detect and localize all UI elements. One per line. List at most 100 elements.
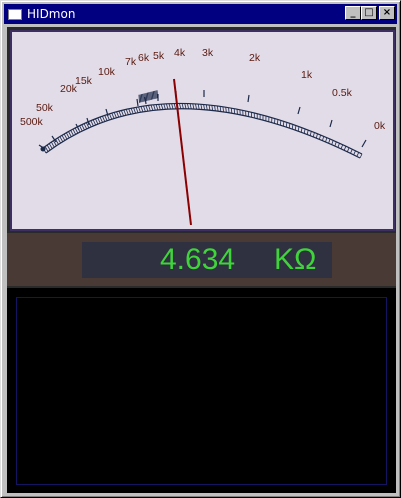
- scale-minor-tick: [125, 109, 129, 115]
- scale-minor-tick: [356, 152, 360, 157]
- scale-dense-tick: [142, 93, 144, 102]
- scale-minor-tick: [48, 143, 53, 149]
- scale-minor-tick: [61, 135, 66, 141]
- scale-minor-tick: [300, 127, 303, 133]
- minimize-button[interactable]: _: [345, 6, 361, 20]
- scale-minor-tick: [113, 112, 117, 118]
- scale-dense-tick: [139, 94, 142, 103]
- scale-minor-tick: [44, 146, 49, 152]
- scale-minor-tick: [343, 146, 347, 151]
- scale-minor-tick: [331, 140, 334, 145]
- scale-minor-tick: [171, 103, 174, 109]
- minimize-icon: _: [350, 7, 356, 18]
- scale-dense-tick: [156, 90, 158, 99]
- scale-minor-tick: [359, 153, 363, 159]
- scale-minor-tick: [74, 127, 79, 134]
- scale-minor-tick: [294, 125, 297, 131]
- scale-minor-tick: [104, 115, 108, 121]
- scale-label: 3k: [202, 47, 214, 59]
- scale-minor-tick: [102, 116, 106, 122]
- scale-dense-tick: [145, 92, 148, 101]
- scale-label: 2k: [249, 52, 261, 64]
- scale-major-tick: [329, 119, 333, 128]
- scale-minor-tick: [140, 106, 144, 112]
- meter-needle: [173, 78, 192, 225]
- scale-minor-tick: [59, 136, 64, 142]
- title-bar[interactable]: HIDmon _ □ ×: [4, 4, 397, 24]
- scale-minor-tick: [133, 107, 136, 114]
- scale-label: 6k: [138, 52, 150, 64]
- scale-end-marker: [40, 146, 46, 152]
- scale-minor-tick: [353, 150, 356, 156]
- scale-minor-tick: [216, 105, 219, 112]
- scale-label: 10k: [98, 66, 116, 78]
- scale-minor-tick: [328, 138, 331, 144]
- scale-minor-tick: [228, 107, 230, 113]
- scale-minor-tick: [85, 122, 90, 129]
- scale-major-tick: [136, 98, 139, 107]
- analog-meter: 500k 50k 20k 15k 10k 7k 6k 5k 4k 3k 2k 1k 0.5k 0k: [10, 30, 395, 231]
- scale-dense-tick: [151, 91, 154, 100]
- scale-dense-tick: [143, 93, 145, 102]
- readout-value: 4.634: [160, 243, 236, 276]
- scale-minor-tick: [92, 119, 97, 126]
- scale-minor-tick: [192, 103, 195, 110]
- app-icon[interactable]: [8, 8, 22, 20]
- scale-minor-tick: [90, 120, 94, 127]
- scale-minor-tick: [130, 108, 134, 114]
- scale-major-tick: [86, 117, 90, 126]
- readout-unit: KΩ: [274, 243, 317, 276]
- scale-major-tick: [75, 123, 80, 131]
- close-button[interactable]: ×: [379, 6, 395, 20]
- maximize-icon: □: [364, 7, 374, 18]
- scale-minor-tick: [350, 149, 353, 154]
- scale-minor-tick: [168, 103, 171, 110]
- scale-minor-tick: [95, 118, 99, 125]
- scale-minor-tick: [97, 117, 101, 124]
- scale-minor-tick: [322, 136, 325, 141]
- digital-readout: 4.634 KΩ: [82, 242, 332, 278]
- scale-dense-tick: [146, 92, 149, 101]
- scale-minor-tick: [303, 128, 306, 134]
- scale-minor-tick: [50, 141, 55, 148]
- scale-label: 50k: [36, 102, 54, 114]
- scale-minor-tick: [184, 103, 187, 109]
- scale-minor-tick: [173, 103, 176, 109]
- scale-minor-tick: [189, 103, 192, 109]
- scale-minor-tick: [121, 110, 124, 116]
- scale-minor-tick: [158, 104, 161, 110]
- scale-minor-tick: [118, 110, 122, 117]
- scale-minor-tick: [135, 107, 139, 113]
- scale-dense-tick: [154, 90, 156, 99]
- scale-label: 7k: [125, 56, 137, 68]
- scale-minor-tick: [306, 129, 309, 135]
- scale-minor-tick: [55, 139, 59, 145]
- scale-minor-tick: [334, 141, 337, 147]
- scale-minor-tick: [208, 104, 211, 111]
- scale-minor-tick: [116, 111, 120, 118]
- scale-major-tick: [247, 94, 250, 103]
- graph-area: [7, 288, 396, 493]
- scale-minor-tick: [99, 116, 103, 123]
- window-title: HIDmon: [27, 7, 76, 21]
- scale-minor-tick: [57, 137, 61, 144]
- scale-minor-tick: [165, 103, 169, 110]
- scale-minor-tick: [200, 104, 203, 110]
- scale-major-tick: [361, 139, 367, 148]
- scale-major-tick: [297, 106, 301, 115]
- scale-label: 1k: [301, 69, 313, 81]
- scale-arc-inner: [45, 108, 361, 159]
- scale-dense-tick: [149, 92, 151, 101]
- scale-minor-tick: [211, 105, 214, 111]
- scale-minor-tick: [219, 106, 222, 112]
- maximize-button[interactable]: □: [361, 6, 377, 20]
- scale-minor-tick: [181, 103, 184, 109]
- scale-minor-tick: [150, 104, 154, 111]
- scale-label: 0k: [374, 120, 386, 132]
- scale-minor-tick: [72, 128, 76, 135]
- scale-dense-tick: [150, 91, 152, 100]
- scale-minor-tick: [163, 103, 166, 110]
- graph-frame: [16, 297, 387, 485]
